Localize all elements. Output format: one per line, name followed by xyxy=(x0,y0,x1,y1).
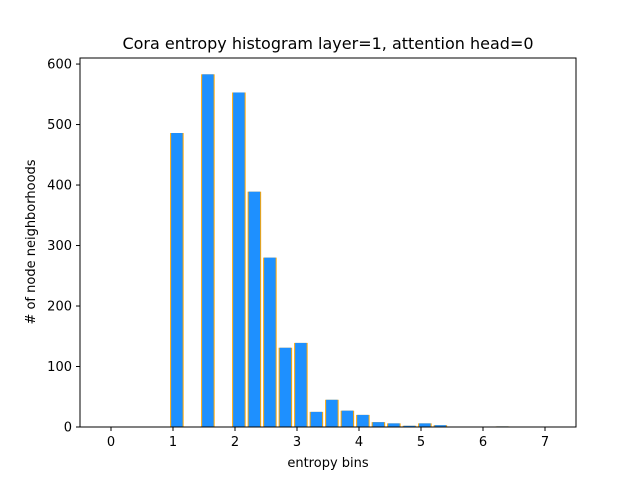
histogram-bar-fill xyxy=(357,414,369,427)
histogram-bar-fill xyxy=(434,425,447,427)
histogram-bar-fill xyxy=(419,423,431,427)
plot-frame xyxy=(79,57,577,428)
histogram-bar xyxy=(371,422,386,427)
y-tick-label: 100 xyxy=(47,360,72,375)
histogram-bar xyxy=(294,342,308,427)
chart-title: Cora entropy histogram layer=1, attentio… xyxy=(122,34,533,53)
y-tick-label: 0 xyxy=(64,421,72,436)
histogram-bar xyxy=(325,399,339,427)
histogram-bar xyxy=(278,347,293,427)
y-tick-label: 200 xyxy=(47,300,72,315)
histogram-bar xyxy=(309,411,324,427)
x-tick-label: 7 xyxy=(541,435,549,450)
histogram-bar-fill xyxy=(233,92,245,427)
x-tick-label: 6 xyxy=(479,435,487,450)
histogram-bar xyxy=(340,410,355,427)
y-tick-label: 300 xyxy=(47,239,72,254)
y-axis-label: # of node neighborhoods xyxy=(24,159,39,324)
y-tick-label: 400 xyxy=(47,179,72,194)
histogram-bar-fill xyxy=(403,425,416,427)
histogram-bar xyxy=(201,74,215,427)
histogram-bar xyxy=(356,414,370,427)
histogram-bar-fill xyxy=(372,422,385,427)
histogram-bar xyxy=(402,425,417,427)
histogram-bar xyxy=(433,425,448,427)
histogram-bar-fill xyxy=(326,399,338,427)
axes-group: 0 1 2 3 4 5 6 7 0 100 200 300 400 500 600 xyxy=(47,57,577,450)
histogram-bar-fill xyxy=(388,423,400,427)
histogram-bar xyxy=(263,257,277,427)
histogram-bar xyxy=(387,423,401,427)
histogram-bar xyxy=(170,133,184,428)
histogram-bar xyxy=(247,191,262,427)
x-tick-label: 4 xyxy=(355,435,363,450)
y-tick-label: 600 xyxy=(47,58,72,73)
x-tick-label: 5 xyxy=(417,435,425,450)
histogram-bar-fill xyxy=(341,410,354,427)
histogram-bar-fill xyxy=(295,342,307,427)
histogram-bar-fill xyxy=(264,257,276,427)
x-tick-label: 0 xyxy=(107,435,115,450)
x-tick-label: 3 xyxy=(293,435,301,450)
histogram-bar-fill xyxy=(279,347,292,427)
x-axis-label: entropy bins xyxy=(287,456,369,471)
histogram-bar xyxy=(232,92,246,427)
histogram-bar-fill xyxy=(202,74,214,427)
histogram-bar-fill xyxy=(310,411,323,427)
x-tick-label: 2 xyxy=(231,435,239,450)
x-tick-label: 1 xyxy=(169,435,177,450)
y-tick-label: 500 xyxy=(47,118,72,133)
histogram-bar xyxy=(418,423,432,427)
histogram-bar-fill xyxy=(248,191,261,427)
histogram-bar-fill xyxy=(171,133,183,428)
bars-group xyxy=(170,74,510,428)
